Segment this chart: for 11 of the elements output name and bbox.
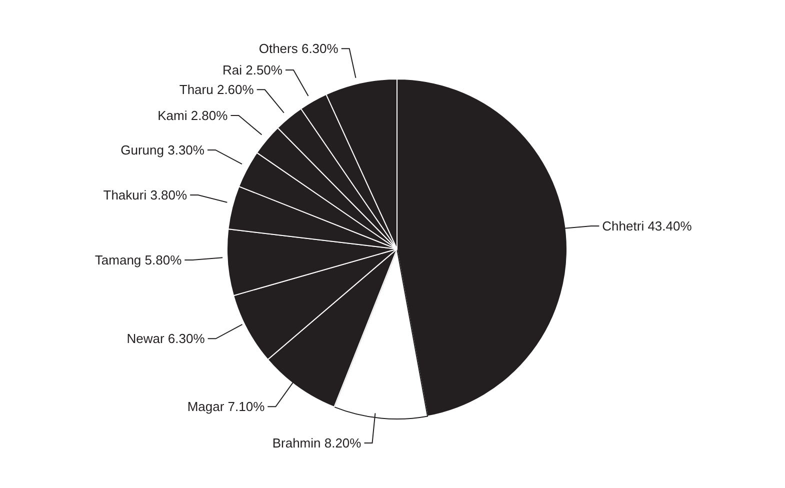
slice-label: Tharu 2.60% — [179, 82, 254, 98]
slice-label: Rai 2.50% — [222, 62, 283, 78]
slice-label: Brahmin 8.20% — [272, 436, 362, 451]
slice-label: Chhetri 43.40% — [602, 218, 692, 234]
slice-label: Gurung 3.30% — [120, 142, 205, 158]
slice-label: Newar 6.30% — [126, 331, 206, 346]
slice-label: Magar 7.10% — [187, 399, 266, 414]
slice-label: Kami 2.80% — [158, 108, 228, 124]
slice-label: Thakuri 3.80% — [103, 188, 188, 203]
slice-label: Others 6.30% — [258, 41, 339, 56]
slice-label: Tamang 5.80% — [94, 252, 182, 268]
